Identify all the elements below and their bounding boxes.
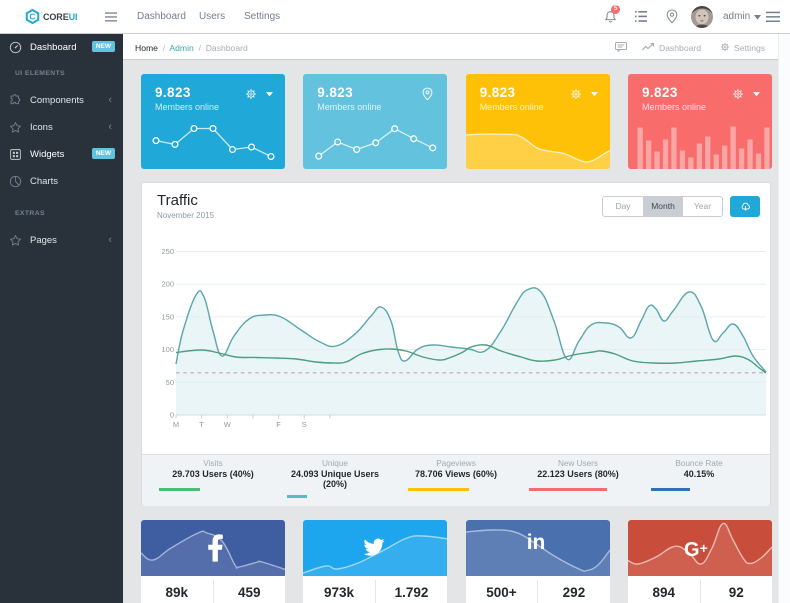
- svg-text:250: 250: [161, 247, 174, 256]
- svg-text:M: M: [173, 420, 179, 429]
- svg-text:T: T: [199, 420, 204, 429]
- svg-text:150: 150: [161, 312, 174, 321]
- svg-text:F: F: [276, 420, 281, 429]
- svg-text:0: 0: [170, 411, 174, 420]
- svg-text:C: C: [29, 12, 35, 22]
- svg-text:100: 100: [161, 345, 174, 354]
- svg-text:S: S: [302, 420, 307, 429]
- svg-text:W: W: [224, 420, 232, 429]
- svg-text:50: 50: [166, 378, 174, 387]
- svg-text:200: 200: [161, 280, 174, 289]
